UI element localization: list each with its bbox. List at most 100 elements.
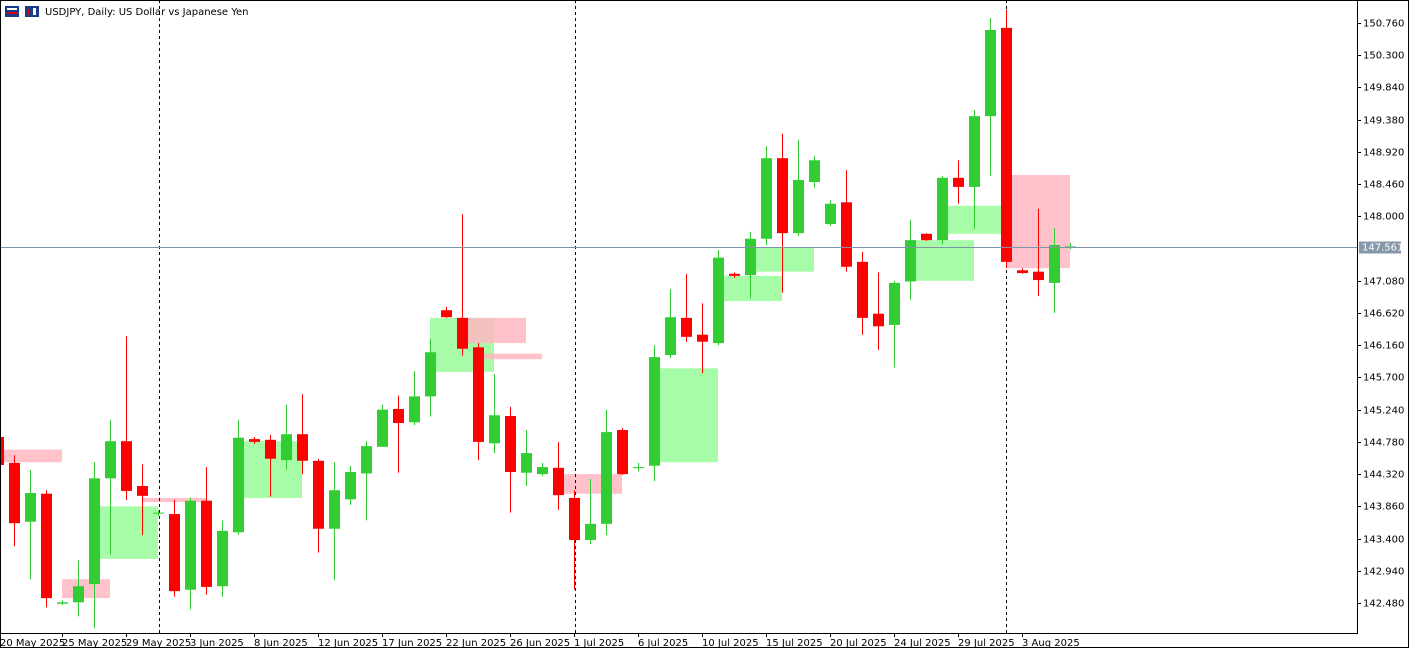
candle-body (329, 490, 340, 529)
y-tick-label: 149.840 (1363, 83, 1404, 94)
x-tick-label: 10 Jul 2025 (702, 638, 759, 648)
x-tick-label: 29 May 2025 (126, 638, 191, 648)
x-tick-label: 25 May 2025 (62, 638, 127, 648)
candle-body (233, 437, 244, 533)
x-tick-label: 26 Jun 2025 (510, 638, 570, 648)
candle-body (937, 177, 948, 241)
candle-body (617, 429, 628, 475)
chart-title: USDJPY, Daily: US Dollar vs Japanese Yen (45, 7, 249, 18)
y-tick-label: 142.940 (1363, 567, 1404, 578)
zone (0, 449, 62, 463)
candles (0, 9, 1076, 629)
candle-body (1033, 271, 1044, 281)
y-tick-label: 149.380 (1363, 116, 1404, 127)
candle-body (809, 160, 820, 182)
candle-body (89, 478, 100, 585)
x-tick-label: 22 Jun 2025 (446, 638, 506, 648)
candle-body (1017, 270, 1028, 274)
candle-body (169, 514, 180, 592)
chart-icon (33, 8, 36, 15)
chart-icon (25, 6, 39, 17)
chart-icon (27, 9, 30, 15)
zone (62, 579, 110, 599)
candle-body (441, 310, 452, 318)
candle-body (697, 334, 708, 342)
candle-body (185, 500, 196, 590)
y-tick-label: 150.300 (1363, 51, 1404, 62)
zone (462, 317, 526, 344)
candle-body (25, 493, 36, 522)
y-tick-label: 148.460 (1363, 180, 1404, 191)
candle-body (1049, 245, 1060, 283)
y-tick-label: 145.240 (1363, 406, 1404, 417)
candle-body (361, 446, 372, 474)
candle-body (985, 29, 996, 117)
candle-body (137, 486, 148, 496)
candle-body (0, 436, 4, 466)
candle-body (521, 453, 532, 473)
candle-body (745, 238, 756, 276)
candle-body (777, 158, 788, 234)
candle-body (313, 460, 324, 529)
price-label-box (1359, 241, 1401, 254)
candle-body (537, 467, 548, 475)
flag-icon (5, 6, 19, 17)
x-tick-label: 17 Jun 2025 (382, 638, 442, 648)
candle-body (873, 313, 884, 327)
flag-icon (7, 12, 17, 14)
candle-body (281, 434, 292, 461)
candle-body (345, 472, 356, 500)
candle-body (953, 177, 964, 187)
zones (0, 174, 1070, 599)
y-tick-label: 148.000 (1363, 212, 1404, 223)
flag-icon (7, 8, 17, 10)
candle-body (393, 408, 404, 423)
axes: 142.480 142.940 143.400 143.860 144.320 144.7… (0, 19, 1404, 648)
y-tick-label: 150.760 (1363, 19, 1404, 30)
candle-body (105, 441, 116, 479)
zone (94, 506, 158, 559)
candle-body (121, 441, 132, 491)
candle-body (9, 462, 20, 524)
candle-body (857, 261, 868, 318)
x-tick-label: 3 Aug 2025 (1022, 638, 1080, 648)
candle-body (633, 467, 644, 469)
y-tick-label: 143.860 (1363, 502, 1404, 513)
price-label: 147.561 (1362, 243, 1403, 254)
candle-body (265, 439, 276, 459)
y-tick-label: 148.920 (1363, 148, 1404, 159)
candle-body (729, 273, 740, 276)
candle-body (1065, 246, 1076, 248)
x-tick-label: 29 Jul 2025 (958, 638, 1015, 648)
candle-body (649, 357, 660, 466)
candle-body (297, 434, 308, 461)
candle-body (601, 432, 612, 524)
x-tick-label: 3 Jun 2025 (190, 638, 244, 648)
candle-body (57, 602, 68, 604)
x-tick-label: 15 Jul 2025 (766, 638, 823, 648)
x-tick-label: 20 May 2025 (0, 638, 65, 648)
candle-body (505, 415, 516, 473)
zone (654, 368, 718, 463)
candle-body (457, 317, 468, 349)
candle-body (409, 396, 420, 423)
candle-body (841, 202, 852, 267)
candle-body (41, 493, 52, 599)
candle-body (761, 158, 772, 239)
x-tick-label: 8 Jun 2025 (254, 638, 308, 648)
x-tick-label: 6 Jul 2025 (638, 638, 688, 648)
candle-body (921, 233, 932, 241)
candle-body (377, 409, 388, 447)
candle-body (969, 116, 980, 187)
candle-body (793, 179, 804, 234)
candle-body (585, 523, 596, 540)
y-tick-label: 145.700 (1363, 373, 1404, 384)
candle-body (489, 415, 500, 444)
y-tick-label: 143.400 (1363, 535, 1404, 546)
candle-body (825, 203, 836, 225)
candle-body (473, 347, 484, 442)
candle-body (249, 439, 260, 442)
y-tick-label: 144.780 (1363, 438, 1404, 449)
x-tick-label: 20 Jul 2025 (830, 638, 887, 648)
candle-body (201, 500, 212, 587)
